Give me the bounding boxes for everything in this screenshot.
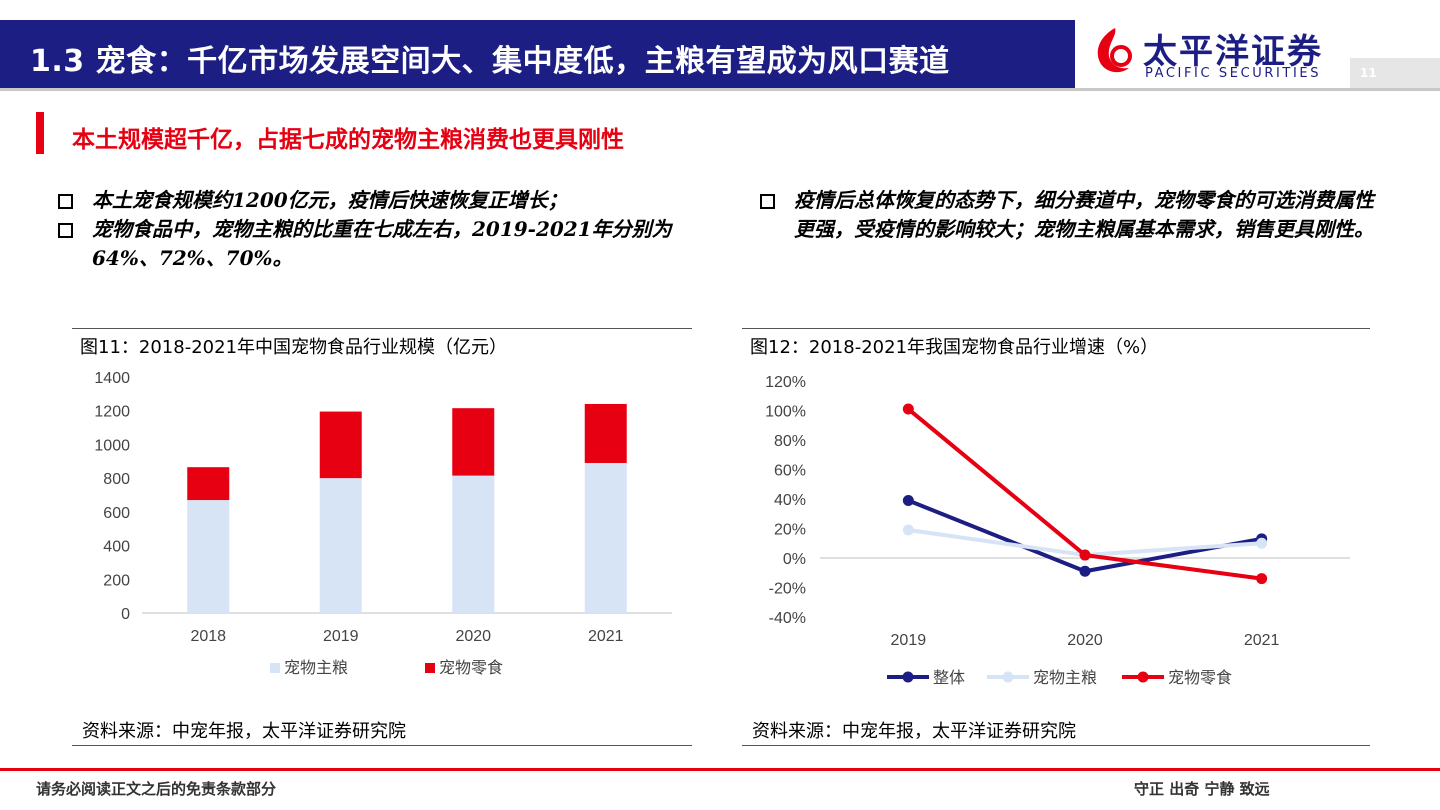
footer-divider <box>0 768 1440 771</box>
header-decoration <box>1350 58 1440 88</box>
header-bar <box>0 20 1075 88</box>
legend-marker <box>1137 671 1149 683</box>
bar-segment <box>187 467 230 501</box>
pacific-logo-icon <box>1097 28 1132 73</box>
chart-title: 图11：2018-2021年中国宠物食品行业规模（亿元） <box>80 337 508 358</box>
x-tick-label: 2020 <box>1067 632 1103 649</box>
line-chart: 120% 100% 80% 60% 40% 20% 0% -20% -40% 2019 2020 20… <box>765 374 1350 687</box>
y-tick-label: 1400 <box>94 370 130 387</box>
header-divider <box>0 88 1440 91</box>
y-tick-label: 20% <box>774 522 806 539</box>
y-tick-label: 200 <box>103 572 130 589</box>
logo-text-en: PACIFIC SECURITIES <box>1145 66 1322 81</box>
y-tick-label: 600 <box>103 505 130 522</box>
bar-chart: 0 200 400 600 800 1000 1200 1400 2018 2019 2020 202… <box>94 370 672 677</box>
x-tick-label: 2020 <box>455 628 491 645</box>
bullet-item: 疫情后总体恢复的态势下，细分赛道中，宠物零食的可选消费属性更强，受疫情的影响较大… <box>758 186 1378 244</box>
footer-disclaimer: 请务必阅读正文之后的免责条款部分 <box>36 780 277 798</box>
bar-segment <box>187 500 230 613</box>
data-point <box>1079 565 1091 577</box>
bar-segment <box>319 478 362 613</box>
y-tick-label: 80% <box>774 433 806 450</box>
chart-source: 资料来源：中宠年报，太平洋证券研究院 <box>82 721 406 742</box>
y-tick-label: 60% <box>774 463 806 480</box>
y-tick-label: 100% <box>765 404 806 421</box>
legend-swatch <box>425 663 435 673</box>
y-tick-label: -20% <box>769 581 806 598</box>
legend-label: 宠物零食 <box>439 659 503 677</box>
x-tick-label: 2021 <box>588 628 624 645</box>
data-point <box>1079 549 1091 561</box>
legend-label: 整体 <box>933 669 965 687</box>
legend-label: 宠物零食 <box>1168 669 1232 687</box>
legend-marker <box>1002 671 1014 683</box>
bullet-item: 本土宠食规模约1200亿元，疫情后快速恢复正增长； <box>56 186 716 215</box>
data-point <box>1256 573 1268 585</box>
square-bullet-icon <box>58 223 73 238</box>
legend-label: 宠物主粮 <box>284 659 348 677</box>
y-tick-label: 1000 <box>94 437 130 454</box>
x-tick-label: 2021 <box>1244 632 1280 649</box>
logo-text-cn: 太平洋证券 <box>1143 32 1323 72</box>
data-point <box>902 494 914 506</box>
page-number: 11 <box>1360 66 1377 80</box>
square-bullet-icon <box>760 194 775 209</box>
footer-motto: 守正 出奇 宁静 致远 <box>1134 780 1270 798</box>
page-title: 1.3 宠食：千亿市场发展空间大、集中度低，主粮有望成为风口赛道 <box>30 44 950 79</box>
chart-growth-rate: 图12：2018-2021年我国宠物食品行业增速（%） 120% 100% 80% 6… <box>742 328 1370 746</box>
x-tick-label: 2018 <box>190 628 226 645</box>
bar-segment <box>584 403 627 463</box>
data-point <box>902 403 914 415</box>
bullet-item: 宠物食品中，宠物主粮的比重在七成左右，2019-2021年分别为64%、72%、… <box>56 215 716 273</box>
data-point <box>902 524 914 536</box>
square-bullet-icon <box>58 194 73 209</box>
legend-label: 宠物主粮 <box>1033 669 1097 687</box>
chart-title: 图12：2018-2021年我国宠物食品行业增速（%） <box>750 337 1159 358</box>
y-tick-label: 0 <box>121 606 130 623</box>
bar-segment <box>452 408 495 476</box>
bullets-right: 疫情后总体恢复的态势下，细分赛道中，宠物零食的可选消费属性更强，受疫情的影响较大… <box>758 186 1378 244</box>
bar-segment <box>584 462 627 613</box>
y-tick-label: 0% <box>783 551 806 568</box>
y-tick-label: 800 <box>103 471 130 488</box>
x-tick-label: 2019 <box>323 628 359 645</box>
y-tick-label: 120% <box>765 374 806 391</box>
data-point <box>1256 537 1268 549</box>
legend-swatch <box>270 663 280 673</box>
chart-market-size: 图11：2018-2021年中国宠物食品行业规模（亿元） 0 200 400 600 8… <box>72 328 692 746</box>
chart-source: 资料来源：中宠年报，太平洋证券研究院 <box>752 721 1076 742</box>
legend-marker <box>902 671 914 683</box>
section-subtitle: 本土规模超千亿，占据七成的宠物主粮消费也更具刚性 <box>72 127 624 153</box>
subtitle-marker <box>36 112 44 154</box>
x-tick-label: 2019 <box>891 632 927 649</box>
y-tick-label: 1200 <box>94 404 130 421</box>
y-tick-label: 40% <box>774 492 806 509</box>
bar-segment <box>452 475 495 613</box>
y-tick-label: 400 <box>103 539 130 556</box>
y-tick-label: -40% <box>769 610 806 627</box>
bar-segment <box>319 411 362 479</box>
bullets-left: 本土宠食规模约1200亿元，疫情后快速恢复正增长； 宠物食品中，宠物主粮的比重在… <box>56 186 716 273</box>
